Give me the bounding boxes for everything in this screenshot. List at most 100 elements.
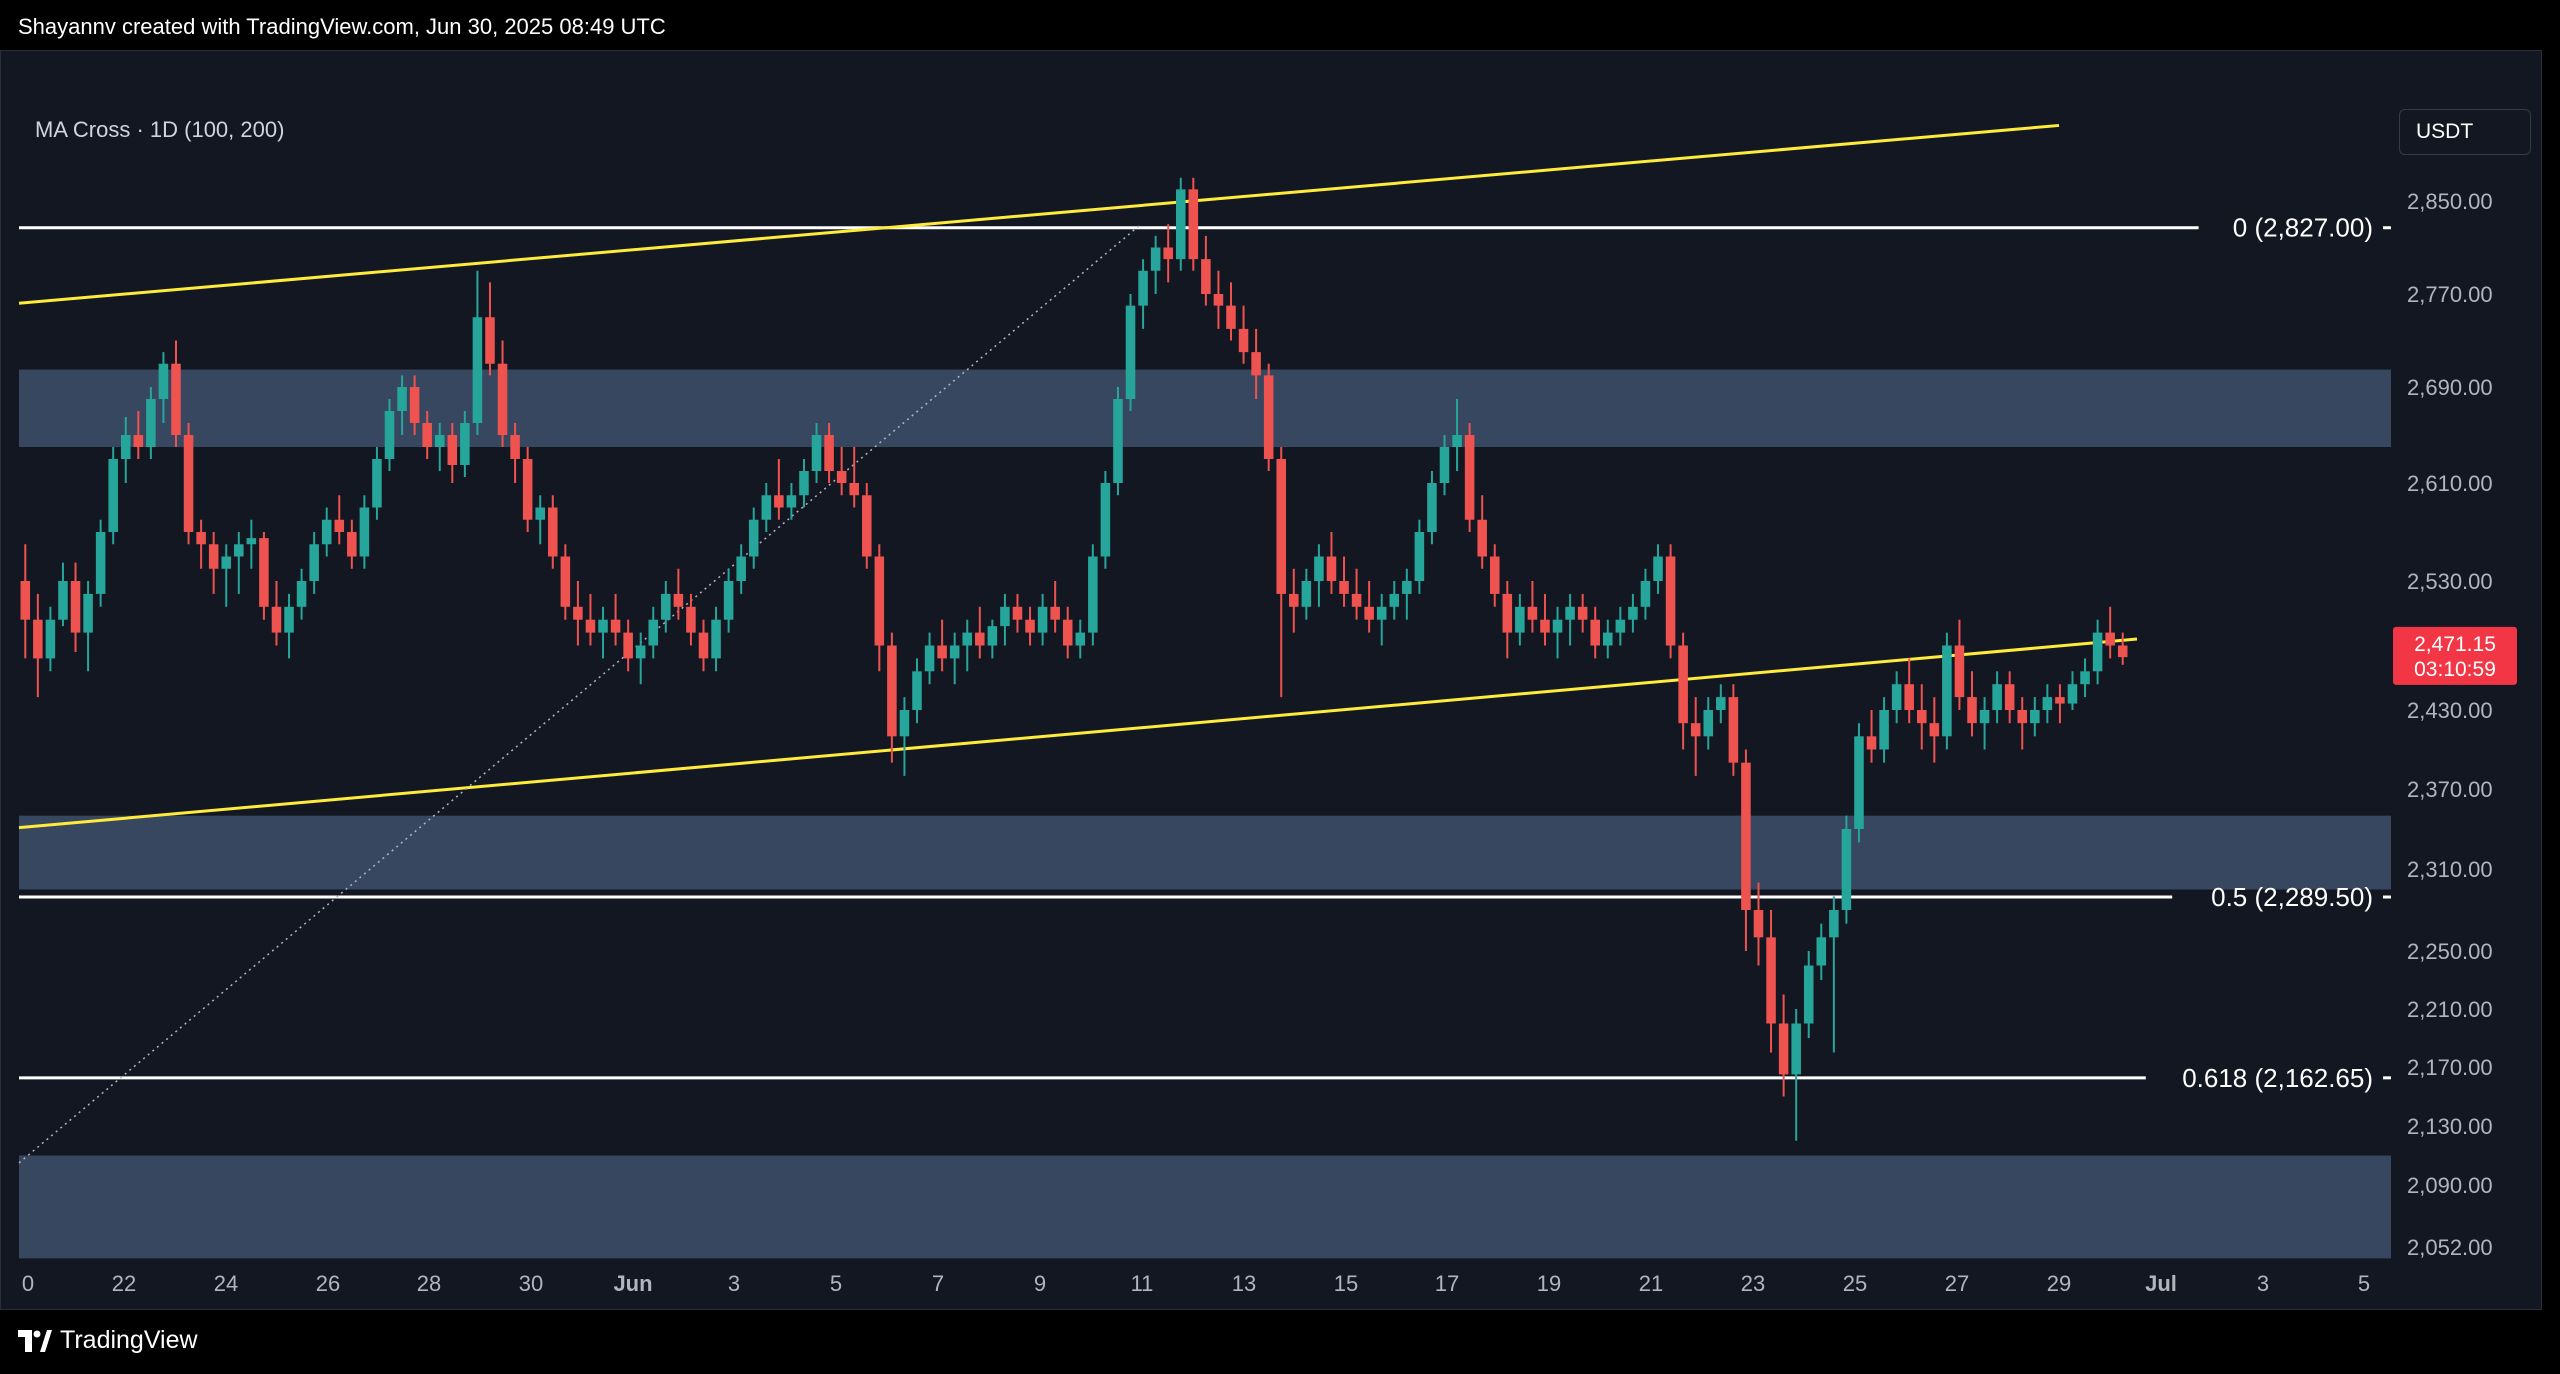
- candle: [598, 606, 608, 659]
- zones-layer: [19, 369, 2391, 1259]
- candle: [1678, 632, 1688, 750]
- candle: [874, 544, 885, 672]
- candle-body: [1314, 556, 1324, 581]
- candle: [1552, 606, 1563, 659]
- candle: [924, 632, 935, 685]
- candle: [1251, 328, 1261, 399]
- candle: [1728, 684, 1739, 776]
- candle: [774, 459, 784, 520]
- candle: [133, 411, 144, 459]
- candle-body: [460, 423, 470, 465]
- candle-body: [359, 507, 370, 557]
- candle-body: [1741, 762, 1751, 910]
- candle: [610, 593, 621, 646]
- candle-body: [1540, 619, 1550, 633]
- candle-body: [33, 619, 43, 659]
- candle-body: [384, 411, 395, 459]
- candle: [1942, 632, 1952, 750]
- time-tick-label: 29: [2047, 1271, 2071, 1296]
- candle-body: [485, 317, 495, 364]
- candle-body: [1452, 435, 1462, 447]
- fib-label-3: 0.618 (2,162.65): [2182, 1063, 2373, 1093]
- candle: [975, 606, 985, 659]
- candle: [1238, 305, 1249, 364]
- candle-body: [1829, 910, 1839, 938]
- candle: [937, 619, 947, 672]
- tradingview-icon: [18, 1329, 52, 1352]
- chart-panel[interactable]: 0 (2,827.00) 0.5 (2,289.50) 0.618 (2,162.6…: [0, 50, 2542, 1310]
- candle-body: [686, 606, 696, 633]
- candle: [397, 375, 407, 435]
- candle: [1854, 723, 1864, 843]
- candle: [309, 532, 319, 594]
- indicator-legend[interactable]: MA Cross · 1D (100, 200): [35, 117, 285, 142]
- candle: [1389, 581, 1400, 620]
- candle: [1075, 619, 1086, 659]
- time-tick-label: 21: [1639, 1271, 1663, 1296]
- candle: [146, 387, 156, 459]
- candle-body: [158, 363, 169, 399]
- candle-body: [196, 532, 206, 545]
- candle-body: [1163, 247, 1173, 260]
- candle-body: [1603, 632, 1613, 646]
- candle: [497, 340, 508, 447]
- candle-body: [2030, 710, 2040, 724]
- candle: [1665, 544, 1676, 659]
- candle: [698, 619, 709, 672]
- candle: [1489, 544, 1500, 607]
- candle-body: [1854, 736, 1864, 829]
- candle: [70, 562, 81, 652]
- candle-body: [1753, 910, 1764, 938]
- candle-body: [422, 423, 432, 447]
- candle-body: [861, 495, 872, 557]
- candle: [334, 495, 345, 545]
- price-chart[interactable]: 0 (2,827.00) 0.5 (2,289.50) 0.618 (2,162.6…: [1, 51, 2541, 1309]
- candle: [296, 568, 307, 620]
- candle-body: [1866, 736, 1877, 750]
- candle-body: [1175, 189, 1186, 260]
- candle-body: [899, 710, 910, 737]
- candle-body: [975, 632, 985, 646]
- tradingview-logo[interactable]: TradingView: [18, 1326, 198, 1355]
- candle: [460, 411, 470, 477]
- candle: [1640, 568, 1651, 620]
- price-axis: 2,850.00 2,770.00 2,690.00 2,610.00 2,530.00…: [2407, 189, 2493, 1260]
- candle-body: [321, 519, 332, 545]
- time-tick-label: Jul: [2145, 1271, 2177, 1296]
- candle: [234, 532, 244, 594]
- candle: [711, 606, 721, 672]
- candle: [585, 593, 596, 646]
- candle: [1753, 882, 1764, 966]
- candle: [849, 447, 859, 508]
- candle: [1037, 593, 1048, 646]
- candle: [1615, 606, 1626, 646]
- candle: [962, 619, 973, 672]
- candle-body: [987, 626, 998, 646]
- price-tick-label: 2,690.00: [2407, 375, 2493, 400]
- candle: [635, 632, 646, 685]
- fib-label-2: 0.5 (2,289.50): [2211, 882, 2373, 912]
- candle: [1866, 710, 1877, 763]
- candle: [1301, 568, 1312, 620]
- candle-body: [774, 495, 784, 508]
- time-tick-label: 13: [1232, 1271, 1256, 1296]
- time-tick-label: 27: [1945, 1271, 1969, 1296]
- candle: [1088, 544, 1098, 646]
- candle: [1590, 606, 1600, 659]
- channel-layer: [18, 123, 2138, 1164]
- candle: [321, 507, 332, 557]
- candle-body: [1703, 710, 1714, 737]
- candle-body: [1238, 328, 1249, 353]
- candle-body: [1716, 697, 1726, 710]
- candle: [447, 423, 458, 483]
- candle: [661, 581, 671, 633]
- candle: [434, 423, 445, 471]
- candle-body: [623, 632, 633, 659]
- candle-body: [1577, 606, 1588, 620]
- candle: [1150, 235, 1161, 294]
- candles-layer: [20, 177, 2128, 1141]
- currency-button[interactable]: USDT: [2399, 109, 2531, 155]
- candle-body: [1188, 189, 1199, 260]
- price-tick-label: 2,850.00: [2407, 189, 2493, 214]
- zone-2: [19, 815, 2391, 890]
